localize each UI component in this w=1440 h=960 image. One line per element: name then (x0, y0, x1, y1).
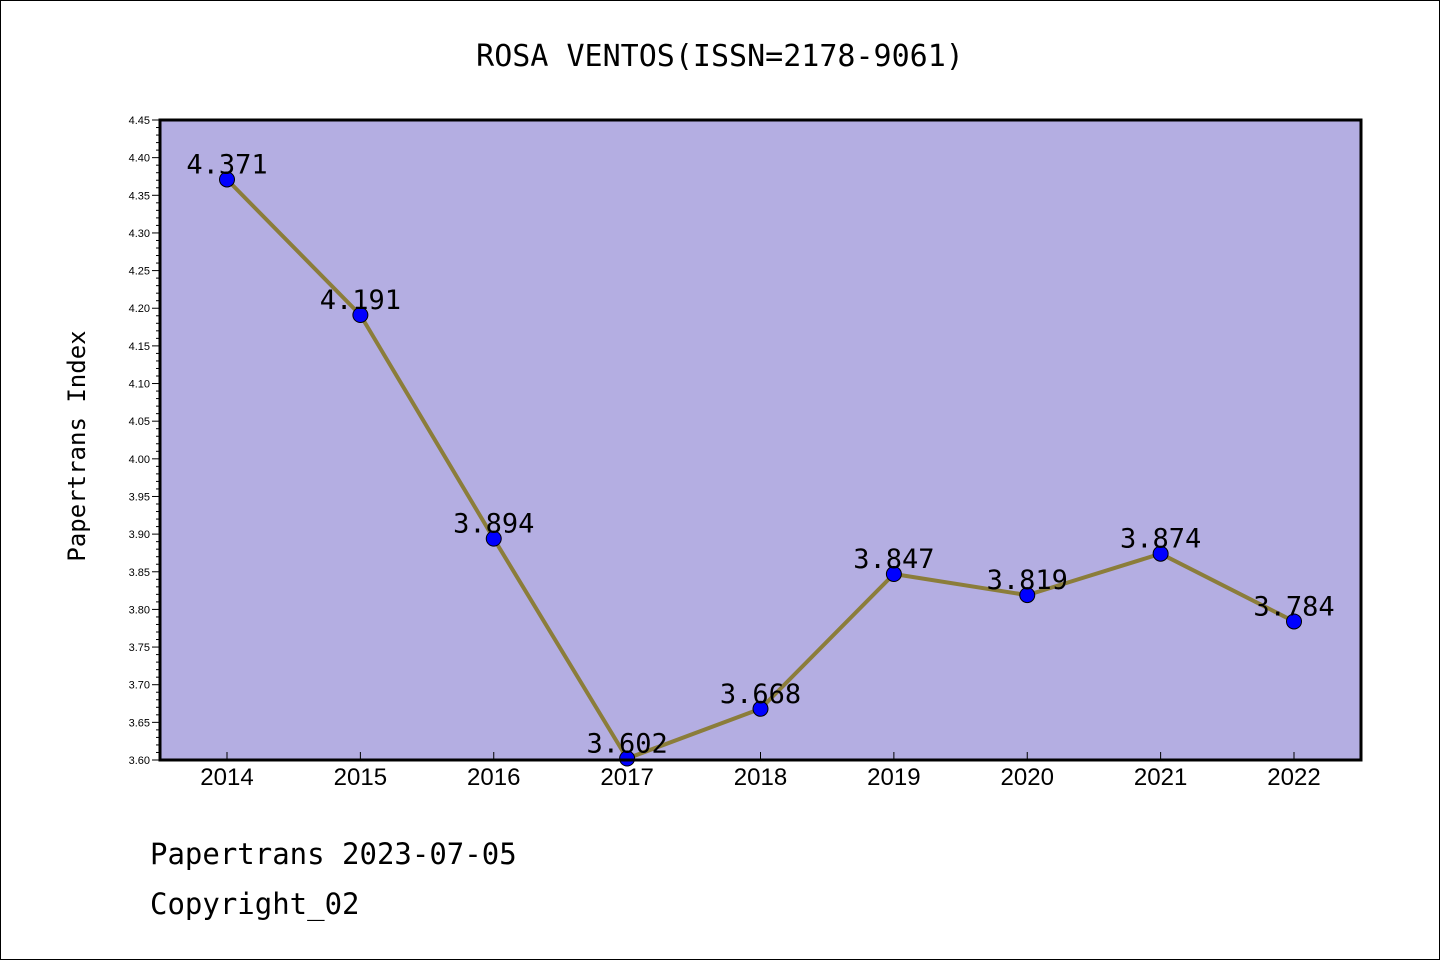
y-tick-label: 3.60 (129, 755, 150, 767)
plot-area (160, 120, 1361, 760)
y-tick-label: 4.00 (129, 454, 150, 466)
data-label: 3.819 (987, 565, 1068, 596)
x-tick-label: 2018 (734, 764, 787, 791)
x-tick-label: 2020 (1001, 764, 1054, 791)
chart-title: ROSA VENTOS(ISSN=2178-9061) (476, 39, 964, 74)
y-tick-label: 3.65 (129, 717, 150, 729)
data-point (885, 566, 902, 583)
y-tick-label: 4.45 (129, 115, 150, 127)
y-tick-label: 3.95 (129, 491, 150, 503)
y-tick-label: 4.30 (129, 228, 150, 240)
y-axis: 3.60 3.65 3.70 3.75 3.80 3.85 3.90 3.95 4.00 4.05… (129, 115, 160, 767)
x-tick-label: 2021 (1134, 764, 1187, 791)
y-tick-label: 4.10 (129, 379, 150, 391)
y-tick-label: 4.25 (129, 266, 150, 278)
footer-copyright: Copyright_02 (150, 887, 360, 922)
data-label: 4.371 (186, 149, 267, 180)
x-tick-label: 2017 (600, 764, 653, 791)
series-markers (219, 171, 1302, 767)
y-tick-label: 4.05 (129, 416, 150, 428)
plot-border (158, 118, 1363, 762)
y-tick-label: 4.35 (129, 190, 150, 202)
data-label: 3.668 (720, 679, 801, 710)
y-tick-label: 3.70 (129, 680, 150, 692)
y-tick-label: 4.20 (129, 303, 150, 315)
data-label: 3.602 (586, 728, 667, 759)
data-point (1152, 545, 1169, 562)
y-tick-label: 3.80 (129, 604, 150, 616)
x-axis: 2014 2015 2016 2017 2018 2019 2020 2021 2022 (200, 752, 1321, 791)
data-point (485, 530, 502, 547)
data-label: 3.847 (853, 544, 934, 575)
data-point (752, 700, 769, 717)
y-tick-label: 3.85 (129, 567, 150, 579)
data-labels: 4.371 4.191 3.894 3.602 3.668 3.847 3.819 3.874… (186, 149, 1334, 759)
y-tick-label: 4.15 (129, 341, 150, 353)
data-point (1286, 613, 1302, 630)
x-tick-label: 2014 (200, 764, 253, 791)
y-tick-label: 4.40 (129, 153, 150, 165)
footer-date: Papertrans 2023-07-05 (150, 837, 517, 871)
x-tick-label: 2022 (1267, 764, 1320, 791)
data-point (352, 307, 369, 324)
data-label: 3.784 (1253, 591, 1334, 622)
y-axis-label: Papertrans Index (63, 330, 91, 561)
x-tick-label: 2016 (467, 764, 520, 791)
y-tick-label: 3.90 (129, 529, 150, 541)
data-label: 3.874 (1120, 524, 1201, 555)
data-label: 3.894 (453, 509, 534, 540)
x-tick-label: 2019 (867, 764, 920, 791)
data-label: 4.191 (320, 285, 401, 316)
y-tick-label: 3.75 (129, 642, 150, 654)
data-point (619, 750, 636, 767)
data-point (1019, 587, 1036, 604)
x-tick-label: 2015 (334, 764, 387, 791)
data-point (219, 171, 235, 188)
